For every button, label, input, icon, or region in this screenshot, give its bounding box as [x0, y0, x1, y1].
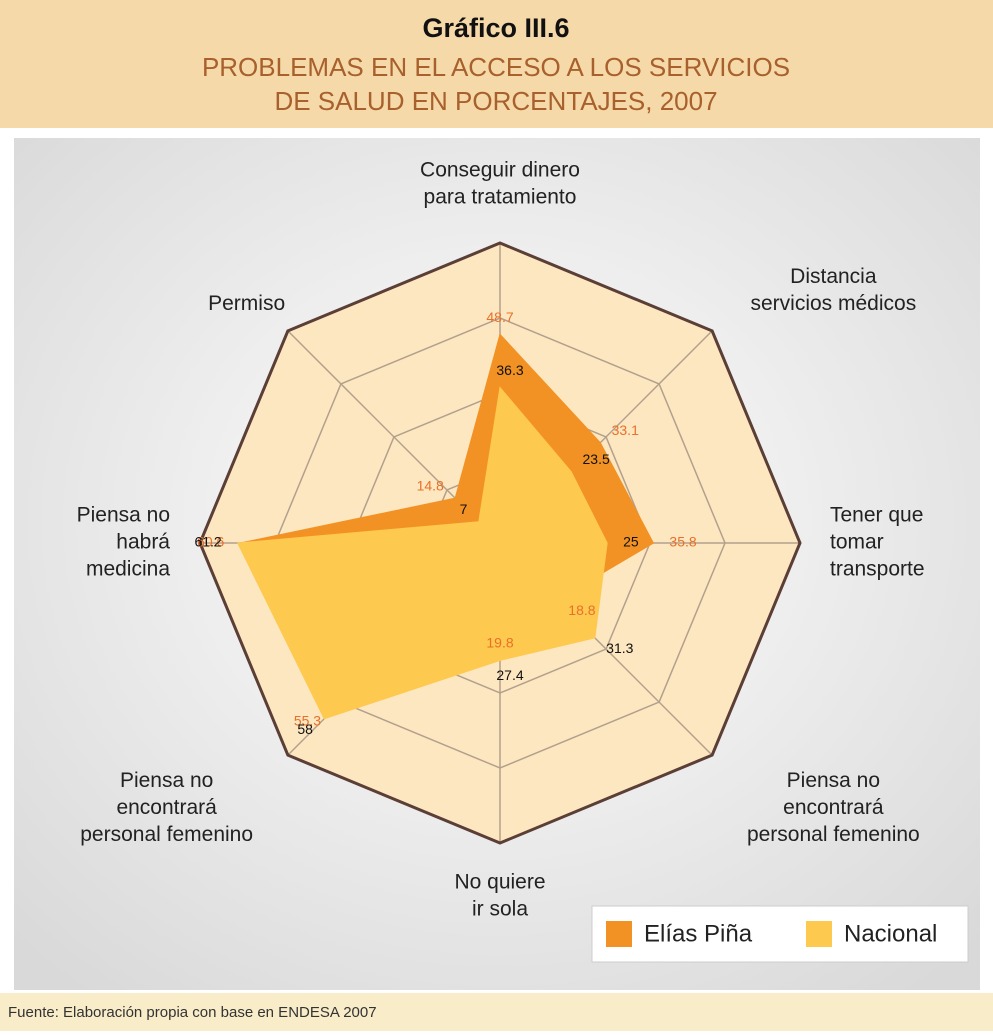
chart-title: Gráfico III.6	[422, 13, 569, 43]
category-label: encontrará	[783, 796, 884, 819]
header-band	[0, 0, 993, 128]
value-label: 35.8	[669, 534, 696, 550]
category-label: transporte	[830, 558, 925, 581]
value-label: 14.8	[417, 478, 444, 494]
category-label: No quiere	[454, 871, 545, 894]
legend-label: Nacional	[844, 920, 937, 947]
grid-line	[198, 241, 802, 845]
category-label: encontrará	[116, 796, 217, 819]
category-label: Conseguir dinero	[420, 159, 580, 182]
category-label: servicios médicos	[750, 292, 916, 315]
category-label: Piensa no	[77, 504, 170, 527]
legend-swatch	[806, 921, 832, 947]
value-label: 58	[297, 721, 313, 737]
value-label: 27.4	[496, 667, 523, 683]
footer-band	[0, 993, 993, 1031]
category-label: Tener que	[830, 504, 923, 527]
category-label: ir sola	[472, 898, 528, 921]
value-label: 23.5	[583, 451, 610, 467]
value-label: 7	[460, 501, 468, 517]
value-label: 36.3	[496, 362, 523, 378]
series-area	[236, 386, 608, 720]
category-label: habrá	[116, 531, 170, 554]
legend-swatch	[606, 921, 632, 947]
category-label: Piensa no	[120, 769, 213, 792]
chart-subtitle: DE SALUD EN PORCENTAJES, 2007	[274, 86, 717, 116]
category-label: para tratamiento	[424, 186, 577, 209]
value-label: 31.3	[606, 640, 633, 656]
value-label: 33.1	[612, 422, 639, 438]
category-label: Distancia	[790, 265, 877, 288]
chart-subtitle: PROBLEMAS EN EL ACCESO A LOS SERVICIOS	[202, 52, 790, 82]
value-label: 60.6	[197, 534, 224, 550]
value-label: 19.8	[486, 635, 513, 651]
category-label: tomar	[830, 531, 884, 554]
grid-line	[274, 317, 726, 769]
value-label: 48.7	[486, 309, 513, 325]
grid-line	[349, 392, 651, 694]
source-note: Fuente: Elaboración propia con base en E…	[8, 1004, 377, 1021]
value-label: 55.3	[294, 713, 321, 729]
category-label: Piensa no	[787, 769, 880, 792]
category-label: personal femenino	[80, 823, 253, 846]
category-label: personal femenino	[747, 823, 920, 846]
legend-box	[591, 905, 969, 963]
value-label: 25	[623, 534, 639, 550]
value-label: 61.2	[194, 534, 221, 550]
category-label: Permiso	[208, 292, 285, 315]
value-label: 18.8	[568, 602, 595, 618]
legend-label: Elías Piña	[644, 920, 753, 947]
category-label: medicina	[86, 558, 170, 581]
